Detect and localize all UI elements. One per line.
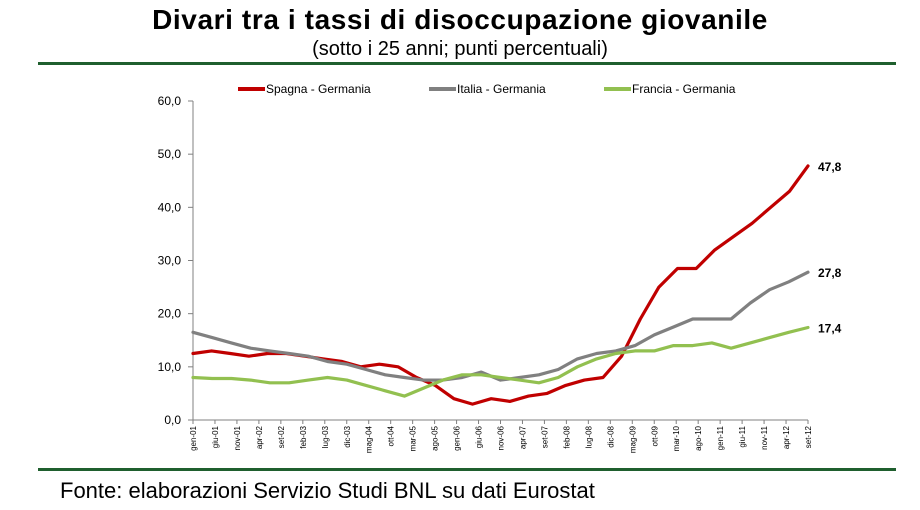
x-tick-label: feb-03 xyxy=(299,425,308,448)
x-tick-label: giu-11 xyxy=(738,425,747,447)
x-tick-label: mag-04 xyxy=(365,425,374,453)
series-lines xyxy=(191,164,810,406)
x-tick-label: gen-01 xyxy=(189,425,198,450)
series-end-label-2: 27,8 xyxy=(818,266,842,280)
top-divider xyxy=(38,62,896,65)
x-tick-label: nov-11 xyxy=(760,425,769,449)
x-tick-label: apr-02 xyxy=(255,425,264,449)
y-tick-label: 20,0 xyxy=(158,307,182,321)
series-line-3 xyxy=(191,325,810,398)
legend-label-3: Francia - Germania xyxy=(632,82,736,96)
x-tick-label: mar-05 xyxy=(409,425,418,451)
y-tick-label: 30,0 xyxy=(158,254,182,268)
x-tick-label: set-07 xyxy=(540,425,549,448)
line-chart: 0,0 10,0 20,0 30,0 40,0 50,0 60,0 gen-01 giu-01… xyxy=(158,82,842,453)
x-tick-label: ott-09 xyxy=(650,425,659,446)
x-tick-label: dic-03 xyxy=(343,425,352,447)
series-line-1 xyxy=(191,164,810,406)
y-tick-label: 50,0 xyxy=(158,147,182,161)
bottom-divider xyxy=(38,468,896,471)
chart-title: Divari tra i tassi di disoccupazione gio… xyxy=(152,4,768,35)
x-tick-label: mar-10 xyxy=(672,425,681,451)
x-tick-label: apr-12 xyxy=(782,425,791,449)
x-tick-label: ago-05 xyxy=(431,425,440,450)
series-end-label-1: 47,8 xyxy=(818,160,842,174)
x-tick-label: apr-07 xyxy=(518,425,527,449)
x-tick-label: gen-11 xyxy=(716,425,725,450)
legend-label-1: Spagna - Germania xyxy=(266,82,371,96)
series-line-2 xyxy=(191,270,810,382)
x-tick-label: giu-01 xyxy=(211,425,220,448)
x-tick-label: ago-10 xyxy=(694,425,703,450)
series-end-label-3: 17,4 xyxy=(818,321,842,335)
source-note: Fonte: elaborazioni Servizio Studi BNL s… xyxy=(60,478,595,503)
y-axis-ticks: 0,0 10,0 20,0 30,0 40,0 50,0 60,0 xyxy=(158,94,193,427)
legend-label-2: Italia - Germania xyxy=(457,82,546,96)
x-tick-label: ott-04 xyxy=(387,425,396,446)
x-tick-label: giu-06 xyxy=(475,425,484,448)
x-tick-label: nov-06 xyxy=(497,425,506,450)
y-tick-label: 40,0 xyxy=(158,200,182,214)
x-tick-label: mag-09 xyxy=(628,425,637,453)
x-tick-label: gen-06 xyxy=(453,425,462,450)
y-tick-label: 60,0 xyxy=(158,94,182,108)
series-end-labels: 47,8 27,8 17,4 xyxy=(818,160,842,336)
x-tick-label: dic-08 xyxy=(606,425,615,447)
y-tick-label: 10,0 xyxy=(158,360,182,374)
chart-axes xyxy=(192,101,808,421)
x-tick-label: set-02 xyxy=(277,425,286,448)
chart-subtitle: (sotto i 25 anni; punti percentuali) xyxy=(312,38,608,60)
x-tick-label: lug-03 xyxy=(321,425,330,448)
y-tick-label: 0,0 xyxy=(164,413,181,427)
x-tick-label: feb-08 xyxy=(562,425,571,448)
x-tick-label: lug-08 xyxy=(584,425,593,448)
x-tick-label: set-12 xyxy=(804,425,813,448)
chart-legend: Spagna - Germania Italia - Germania Franci… xyxy=(238,82,736,96)
x-axis-ticks: gen-01 giu-01 nov-01 apr-02 set-02 feb-03 lug-… xyxy=(189,420,813,453)
x-tick-label: nov-01 xyxy=(233,425,242,450)
